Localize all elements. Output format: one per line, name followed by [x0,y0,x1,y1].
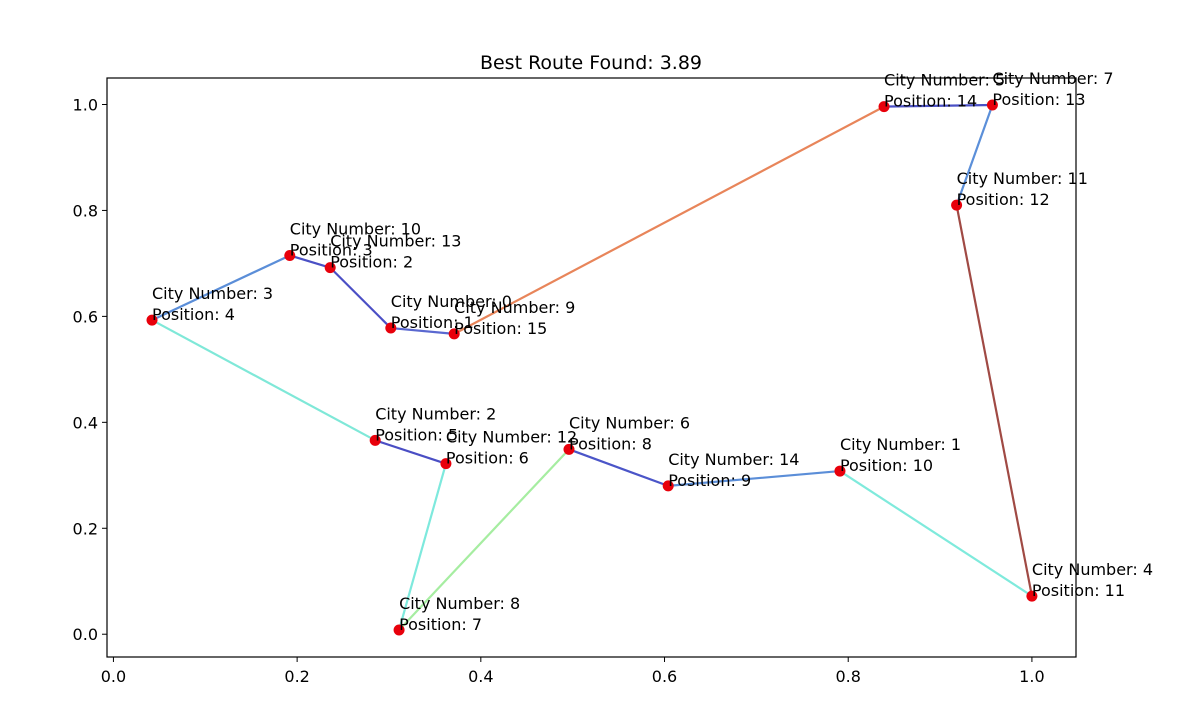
city-position-label: Position: 12 [957,190,1050,209]
city-point-13 [324,262,336,274]
city-position-label: Position: 8 [569,434,652,453]
city-point-10 [284,249,296,261]
city-label-0: City Number: 0 Position: 1 [391,292,512,332]
city-position-label: Position: 4 [152,305,235,324]
x-tick-label: 0.2 [284,667,309,686]
city-position-label: Position: 6 [446,449,529,468]
city-number-label: City Number: 5 [884,71,1005,90]
y-tick-label: 0.6 [73,307,98,326]
city-point-11 [951,199,963,211]
city-position-label: Position: 1 [391,313,474,332]
route-segment-13 [882,103,994,108]
city-label-13: City Number: 13 Position: 2 [330,232,461,272]
route-segment-6 [397,462,448,632]
city-number-label: City Number: 12 [446,428,577,447]
city-number-label: City Number: 10 [290,219,421,238]
y-tick-label: 0.2 [73,519,98,538]
city-point-1 [834,465,846,477]
city-position-label: Position: 5 [375,425,458,444]
chart-title: Best Route Found: 3.89 [480,52,702,74]
city-number-label: City Number: 13 [330,232,461,251]
x-tick-label: 0.0 [101,667,126,686]
city-label-10: City Number: 10 Position: 3 [290,219,421,259]
city-label-11: City Number: 11 Position: 12 [957,169,1088,209]
city-number-label: City Number: 14 [668,450,799,469]
city-point-2 [369,434,381,446]
x-axis-ticks: 0.0 0.2 0.4 0.6 0.8 1.0 [101,657,1045,686]
route-lines [150,103,1034,632]
route-segment-8 [567,448,670,487]
city-number-label: City Number: 0 [391,292,512,311]
city-point-9 [448,328,460,340]
city-position-label: Position: 2 [330,253,413,272]
city-label-2: City Number: 2 Position: 5 [375,404,496,444]
city-label-1: City Number: 1 Position: 10 [840,435,961,475]
city-point-6 [563,443,575,455]
city-position-label: Position: 9 [668,471,751,490]
route-segment-12 [955,103,994,207]
route-segment-1 [329,266,392,330]
y-tick-label: 0.8 [73,201,98,220]
route-segment-11 [955,204,1034,598]
city-position-label: Position: 14 [884,92,977,111]
x-tick-label: 0.4 [468,667,493,686]
city-point-7 [986,99,998,111]
city-point-12 [440,458,452,470]
route-segment-9 [667,469,842,487]
y-tick-label: 0.4 [73,413,98,432]
y-tick-label: 0.0 [73,625,98,644]
city-label-8: City Number: 8 Position: 7 [399,594,520,634]
city-position-label: Position: 11 [1032,581,1125,600]
city-point-4 [1026,590,1038,602]
city-position-label: Position: 10 [840,456,933,475]
city-label-6: City Number: 6 Position: 8 [569,413,690,453]
city-label-9: City Number: 9 Position: 15 [454,298,575,338]
x-tick-label: 0.6 [652,667,677,686]
route-segment-0 [389,326,456,335]
city-point-8 [393,624,405,636]
city-point-14 [662,480,674,492]
city-label-12: City Number: 12 Position: 6 [446,428,577,468]
route-segment-2 [288,254,332,269]
city-label-5: City Number: 5 Position: 14 [884,71,1005,111]
city-point-0 [385,322,397,334]
city-label-4: City Number: 4 Position: 11 [1032,560,1153,600]
x-tick-label: 0.8 [835,667,860,686]
city-points [146,99,1038,636]
city-number-label: City Number: 3 [152,284,273,303]
city-number-label: City Number: 9 [454,298,575,317]
route-segment-4 [150,318,377,442]
city-position-label: Position: 3 [290,240,373,259]
city-point-5 [878,101,890,113]
city-number-label: City Number: 4 [1032,560,1153,579]
city-number-label: City Number: 2 [375,404,496,423]
city-label-3: City Number: 3 Position: 4 [152,284,273,324]
route-segment-14 [453,105,886,335]
y-tick-label: 1.0 [73,95,98,114]
city-label-14: City Number: 14 Position: 9 [668,450,799,490]
city-number-label: City Number: 6 [569,413,690,432]
city-number-label: City Number: 1 [840,435,961,454]
x-tick-label: 1.0 [1019,667,1044,686]
axes-frame [106,77,1077,658]
city-labels: City Number: 0 Position: 1 City Number: 1 P… [152,69,1153,634]
route-segment-5 [374,439,448,465]
city-point-3 [146,314,158,326]
city-number-label: City Number: 8 [399,594,520,613]
city-position-label: Position: 15 [454,319,547,338]
y-axis-ticks: 0.0 0.2 0.4 0.6 0.8 1.0 [73,95,107,644]
route-segment-3 [150,254,291,322]
city-position-label: Position: 7 [399,615,482,634]
route-segment-10 [838,469,1034,598]
city-number-label: City Number: 11 [957,169,1088,188]
city-position-label: Position: 13 [992,90,1085,109]
route-segment-7 [397,448,571,632]
